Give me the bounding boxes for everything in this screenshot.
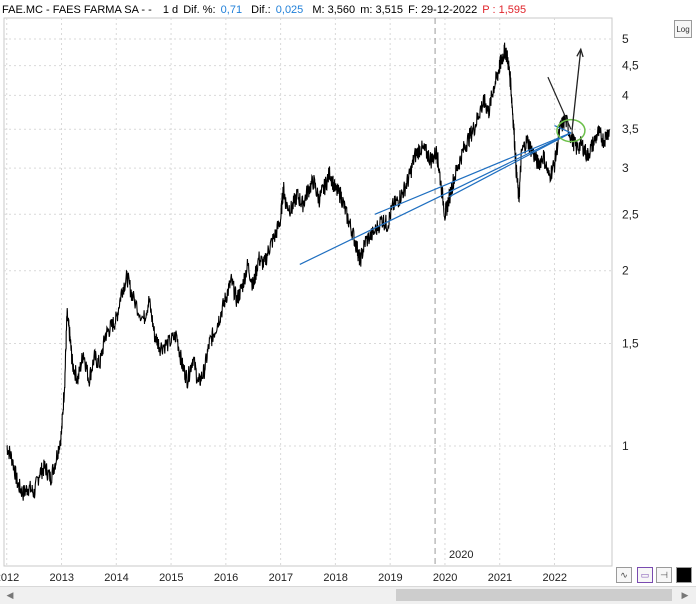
wave-icon[interactable]: ∿ [616, 567, 632, 583]
crosshair-x-label: 2020 [447, 549, 476, 561]
trendline [374, 132, 572, 215]
header-max: M: 3,560 [312, 4, 356, 16]
header-dif-value: 0,025 [275, 4, 304, 16]
header-dif-pct-value: 0,71 [220, 4, 243, 16]
trendline [449, 132, 572, 198]
wedge-upper-line [547, 76, 572, 130]
y-tick-label: 3 [622, 161, 629, 175]
x-tick-label: 2012 [0, 572, 19, 584]
plot-frame [3, 17, 613, 567]
header-min: m: 3,515 [360, 4, 404, 16]
x-tick-label: 2022 [542, 572, 566, 584]
x-tick-label: 2015 [159, 572, 183, 584]
x-tick-label: 2018 [323, 572, 347, 584]
price-series-line [6, 42, 610, 501]
x-tick-label: 2021 [488, 572, 512, 584]
scrollbar-thumb[interactable] [396, 589, 672, 601]
y-tick-label: 2 [622, 264, 629, 278]
scroll-right-arrow-icon[interactable]: ▶ [681, 590, 689, 600]
y-tick-label: 2,5 [622, 207, 639, 221]
header-date: F: 29-12-2022 [408, 4, 478, 16]
y-tick-label: 4 [622, 88, 629, 102]
header-interval: 1 d [162, 4, 179, 16]
x-tick-label: 2014 [104, 572, 128, 584]
projection-arrowhead-icon [576, 47, 584, 58]
y-tick-label: 4,5 [622, 59, 639, 73]
y-tick-label: 1 [622, 439, 629, 453]
pin-icon[interactable]: ⊣ [656, 567, 672, 583]
x-tick-label: 2013 [50, 572, 74, 584]
x-tick-label: 2016 [214, 572, 238, 584]
header-symbol: FAE.MC - FAES FARMA SA - - [2, 4, 152, 16]
highlight-circle [556, 118, 586, 143]
chart-header: FAE.MC - FAES FARMA SA - - 1 d Dif. %: 0… [2, 2, 622, 18]
scroll-left-arrow-icon[interactable]: ◀ [6, 590, 14, 600]
header-dif-pct-label: Dif. %: [183, 4, 216, 16]
x-tick-label: 2020 [433, 572, 457, 584]
header-p-value: P : 1,595 [482, 4, 527, 16]
save-icon[interactable]: ▭ [637, 567, 653, 583]
color-box-icon[interactable] [676, 567, 692, 583]
projection-arrow-line [571, 49, 582, 131]
y-tick-label: 1,5 [622, 336, 639, 350]
log-scale-button[interactable]: Log [674, 20, 692, 38]
y-tick-label: 3,5 [622, 122, 639, 136]
x-tick-label: 2019 [378, 572, 402, 584]
y-tick-label: 5 [622, 32, 629, 46]
trendline [299, 132, 572, 266]
x-tick-label: 2017 [269, 572, 293, 584]
horizontal-scrollbar[interactable]: ◀ ▶ [0, 586, 696, 604]
header-dif-label: Dif.: [251, 4, 271, 16]
